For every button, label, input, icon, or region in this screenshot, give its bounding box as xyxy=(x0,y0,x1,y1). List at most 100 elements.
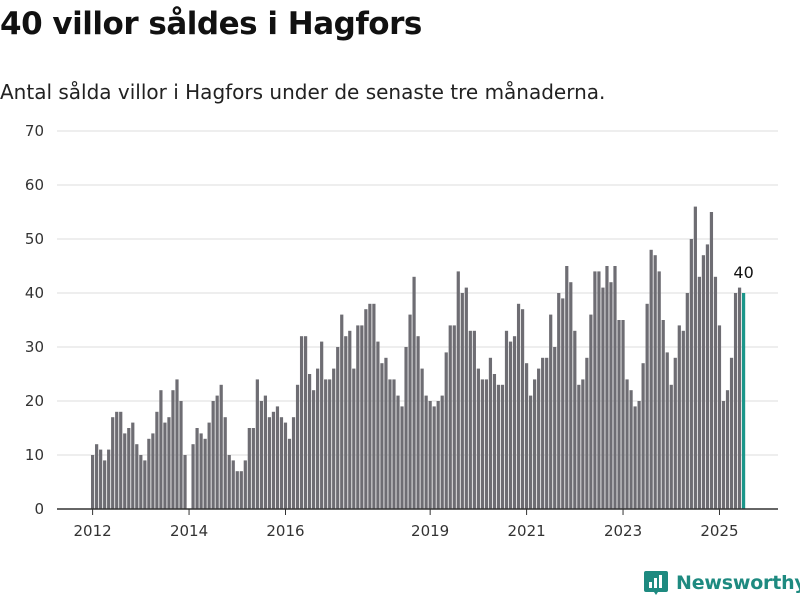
bar xyxy=(384,357,388,509)
bar xyxy=(717,325,722,509)
bar xyxy=(139,455,143,509)
newsworthy-brand: Newsworthy xyxy=(643,570,800,596)
y-tick-label: 10 xyxy=(25,446,44,464)
bar xyxy=(657,271,661,509)
bar xyxy=(424,395,428,509)
bar xyxy=(520,309,525,509)
bar xyxy=(597,271,601,509)
bar xyxy=(295,384,300,509)
bar xyxy=(725,390,730,509)
bar xyxy=(665,352,669,509)
bar xyxy=(573,330,577,509)
bar xyxy=(303,336,308,509)
bar xyxy=(512,336,517,509)
bar xyxy=(211,401,215,509)
x-axis: 2012 2014 2016 2019 2021 2023 2025 xyxy=(57,508,778,540)
bar xyxy=(404,347,408,509)
bar xyxy=(380,363,384,509)
bar xyxy=(115,411,119,509)
bar xyxy=(436,401,440,509)
bar xyxy=(488,357,493,509)
bar xyxy=(713,276,718,509)
bar xyxy=(649,249,653,510)
bar xyxy=(504,330,509,509)
bar xyxy=(677,325,681,509)
bar xyxy=(99,449,103,509)
x-tick-label: 2016 xyxy=(266,522,304,540)
bar xyxy=(484,379,489,509)
bar xyxy=(344,336,348,509)
y-tick-label: 20 xyxy=(25,392,44,410)
bar xyxy=(637,401,641,509)
bar xyxy=(729,357,734,509)
bar xyxy=(549,314,553,509)
bar xyxy=(392,379,396,509)
x-tick-label: 2021 xyxy=(508,522,546,540)
bar xyxy=(183,455,187,509)
bar xyxy=(364,309,368,509)
bar xyxy=(255,379,259,509)
y-tick-label: 40 xyxy=(25,284,44,302)
bar xyxy=(653,255,657,509)
bar xyxy=(312,390,316,509)
bar xyxy=(681,330,685,509)
bar xyxy=(127,428,131,509)
bar xyxy=(529,395,533,509)
bar xyxy=(661,320,665,509)
bar xyxy=(324,379,328,509)
annotations: 40 xyxy=(733,263,753,282)
bar xyxy=(669,384,673,509)
bar xyxy=(605,266,609,509)
bar xyxy=(448,325,452,509)
bar xyxy=(163,422,167,509)
bar xyxy=(641,363,645,509)
bar xyxy=(537,368,541,509)
bar xyxy=(247,428,251,509)
bar xyxy=(175,379,179,509)
bar xyxy=(645,303,649,509)
bar xyxy=(227,455,231,509)
bar xyxy=(468,330,472,509)
bar xyxy=(456,271,460,509)
y-tick-label: 60 xyxy=(25,176,44,194)
bar xyxy=(432,406,436,509)
bar xyxy=(155,411,159,509)
bar xyxy=(336,347,340,509)
brand-name: Newsworthy xyxy=(676,572,800,594)
bar xyxy=(111,417,115,509)
bar xyxy=(428,401,432,509)
bar xyxy=(251,428,255,509)
bar xyxy=(601,287,605,509)
bar xyxy=(203,438,207,509)
bar xyxy=(123,433,127,509)
bar xyxy=(340,314,344,509)
bar xyxy=(396,395,400,509)
bar xyxy=(480,379,484,509)
x-tick-label: 2025 xyxy=(700,522,738,540)
bar xyxy=(565,266,569,509)
bar xyxy=(287,438,292,509)
bar xyxy=(508,341,513,509)
bar xyxy=(697,276,701,509)
bar xyxy=(585,357,589,509)
bar xyxy=(279,417,284,509)
bar xyxy=(440,395,444,509)
bar xyxy=(191,444,195,509)
bar xyxy=(199,433,203,509)
value-label: 40 xyxy=(733,263,753,282)
bar xyxy=(472,330,476,509)
bar xyxy=(135,444,139,509)
bar xyxy=(408,314,412,509)
x-tick-label: 2019 xyxy=(411,522,449,540)
bar xyxy=(460,293,464,509)
bar xyxy=(625,379,629,509)
bar xyxy=(143,460,147,509)
bar xyxy=(541,357,545,509)
bar xyxy=(609,282,613,509)
y-tick-label: 70 xyxy=(25,122,44,140)
bar xyxy=(524,363,529,509)
bar xyxy=(416,336,420,509)
bar xyxy=(259,401,263,509)
bar xyxy=(516,303,521,509)
bar xyxy=(368,303,372,509)
